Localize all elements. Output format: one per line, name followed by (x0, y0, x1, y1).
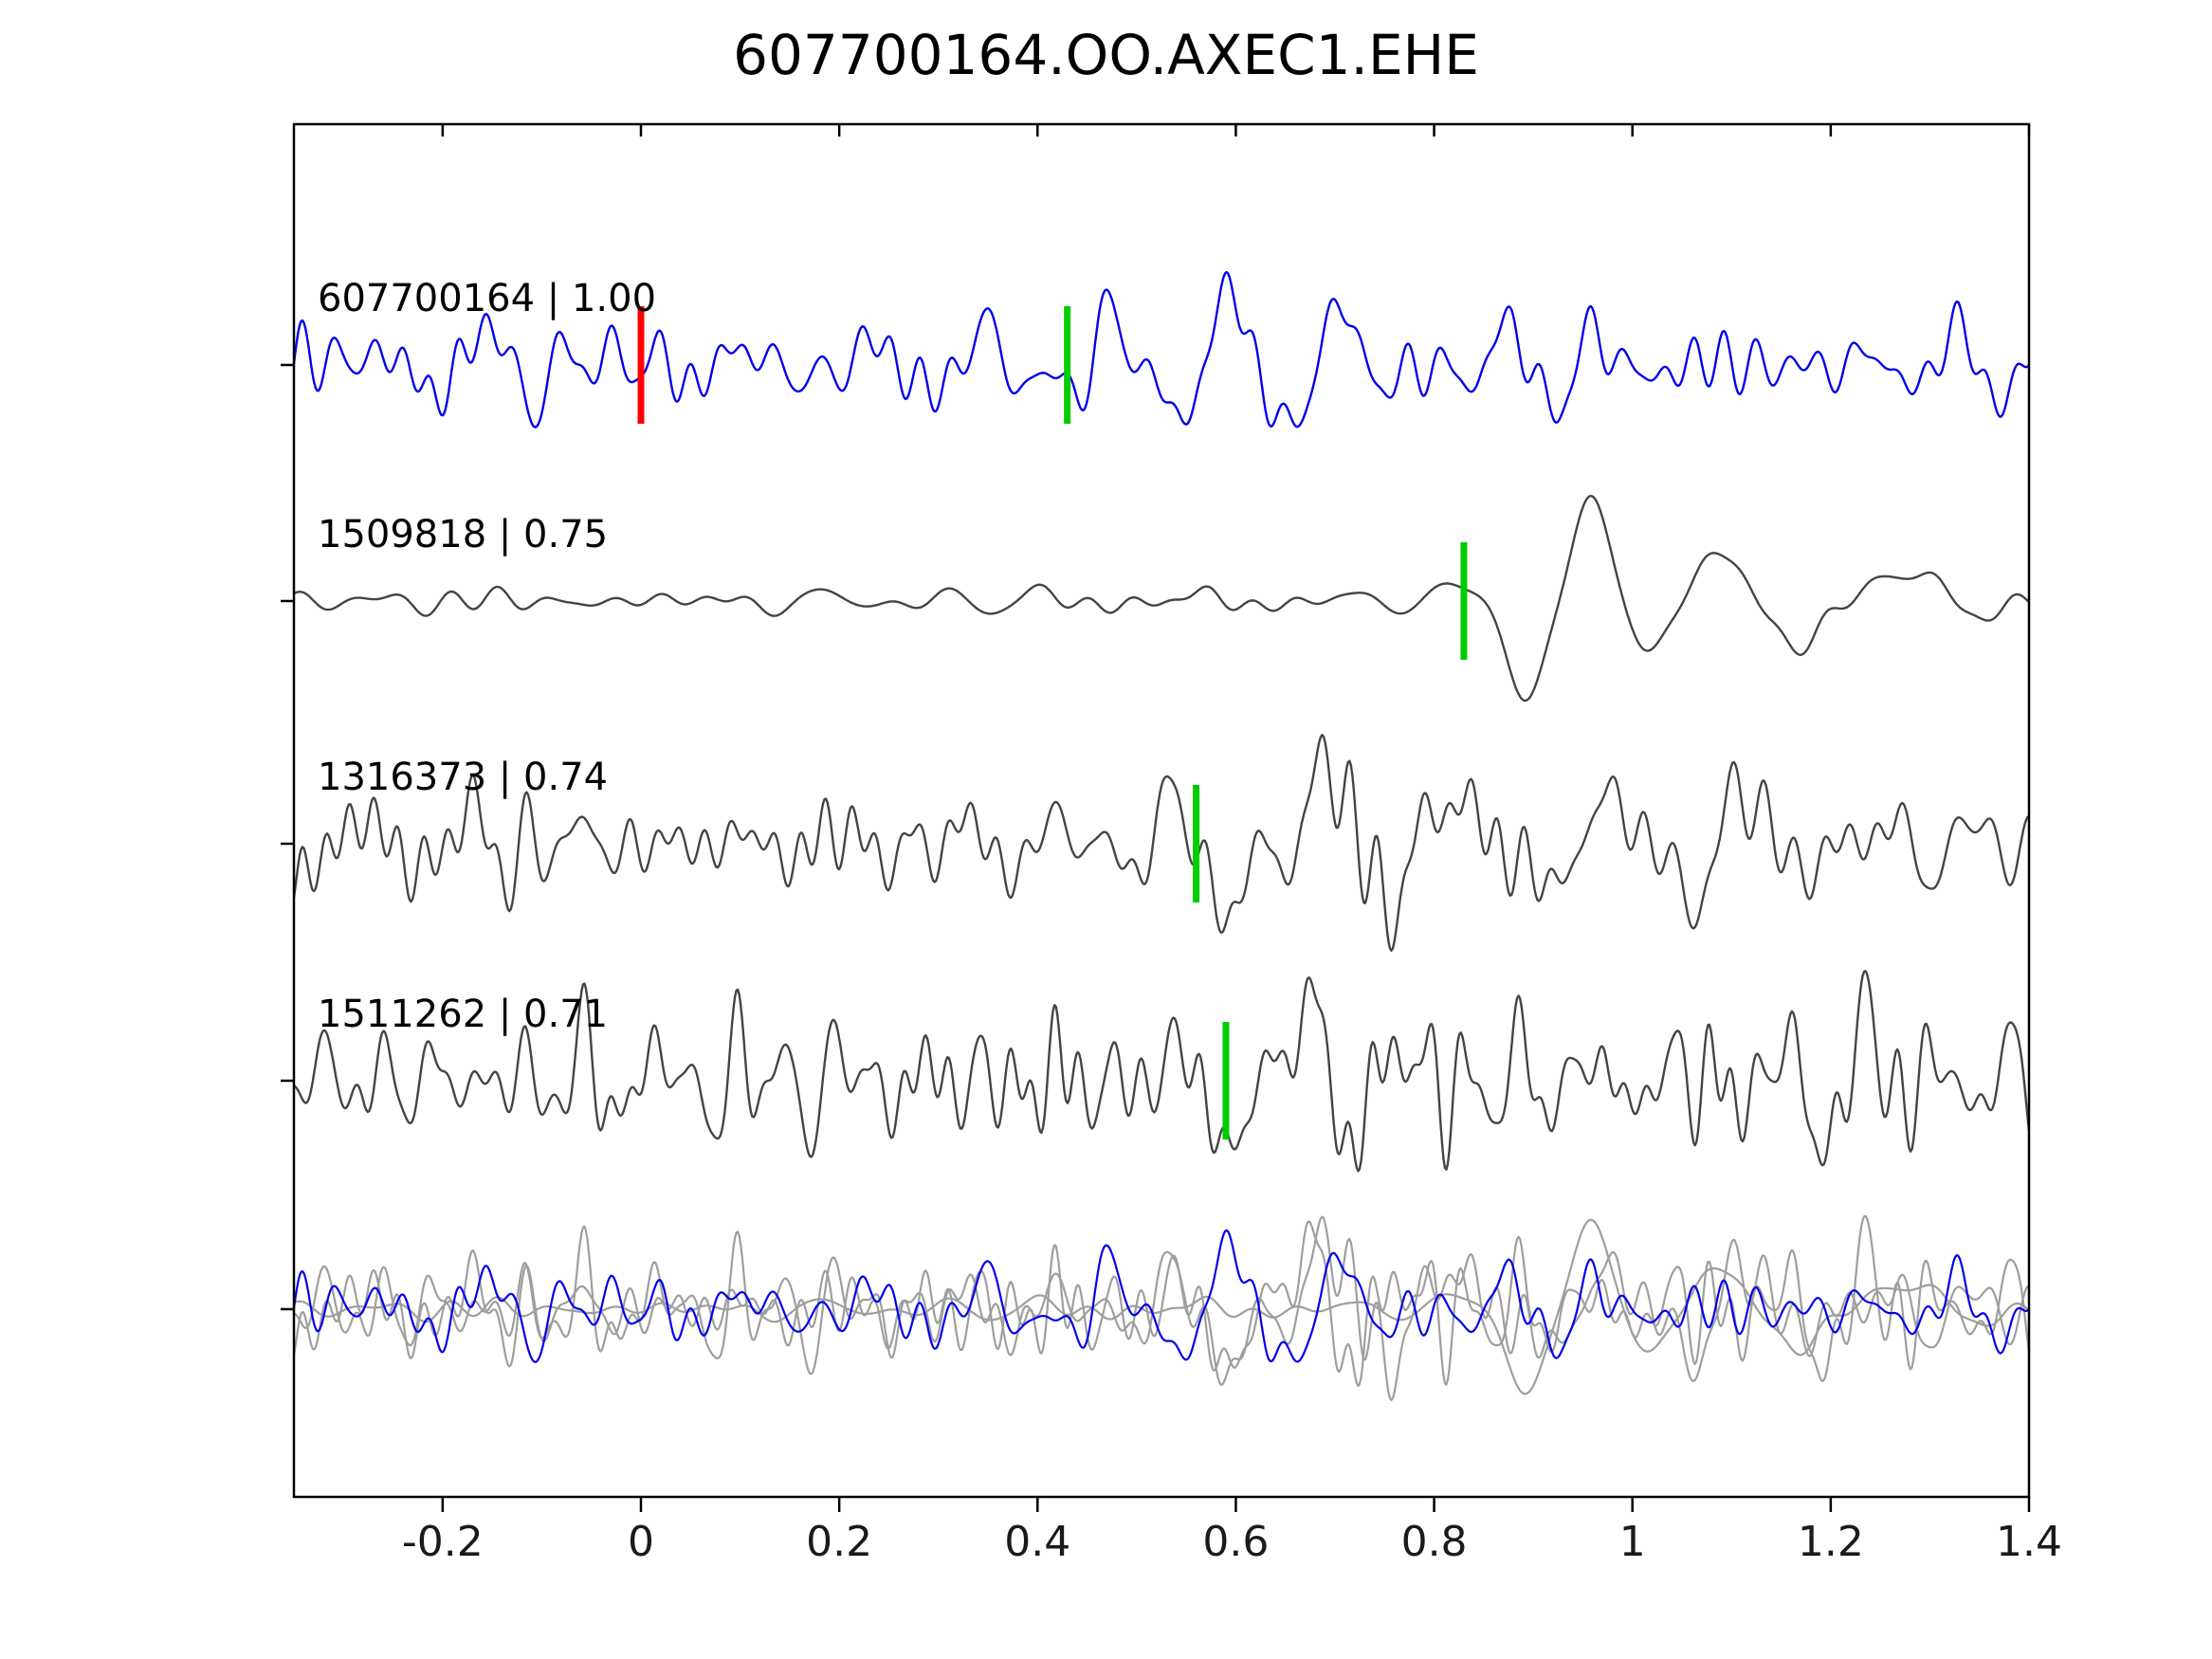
waveform-trace-1509818 (294, 494, 2029, 702)
trace-label-1509818: 1509818 | 0.75 (318, 513, 609, 556)
waveform-trace-1511262 (294, 970, 2029, 1173)
figure-title: 607700164.OO.AXEC1.EHE (733, 23, 1479, 87)
x-tick-label: -0.2 (402, 1518, 484, 1566)
waveform-trace-1316373 (294, 734, 2029, 952)
trace-label-1316373: 1316373 | 0.74 (318, 756, 609, 799)
x-tick-label: 0 (628, 1518, 654, 1566)
x-tick-label: 1.2 (1798, 1518, 1864, 1566)
x-tick-label: 0.2 (806, 1518, 872, 1566)
x-tick-label: 0.4 (1004, 1518, 1070, 1566)
overlay-trace-1316373 (294, 1215, 2029, 1402)
waveform-trace-607700164 (294, 270, 2029, 428)
trace-label-607700164: 607700164 | 1.00 (318, 277, 657, 320)
x-tick-label: 1 (1619, 1518, 1646, 1566)
trace-label-1511262: 1511262 | 0.71 (318, 993, 609, 1036)
overlay-trace-607700164 (294, 1229, 2029, 1363)
x-tick-label: 0.6 (1202, 1518, 1269, 1566)
plot-border (292, 122, 2031, 1499)
x-tick-label: 1.4 (1996, 1518, 2062, 1566)
x-tick-label: 0.8 (1401, 1518, 1468, 1566)
overlay-trace-1511262 (294, 1214, 2029, 1388)
